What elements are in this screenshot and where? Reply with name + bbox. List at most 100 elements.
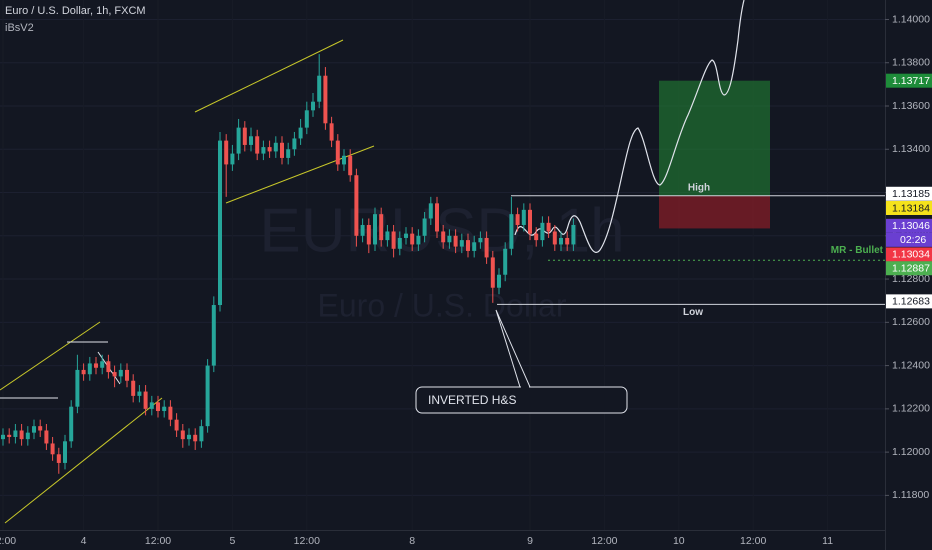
candle-body (261, 147, 266, 154)
price-tag: 1.13046 (892, 220, 930, 232)
x-tick-label: 5 (229, 535, 235, 547)
candle-body (317, 75, 322, 102)
candle-body (329, 123, 334, 141)
price-tag: 1.13185 (892, 188, 930, 200)
y-tick-label: 1.12400 (892, 359, 930, 371)
candle-body (255, 136, 260, 154)
candle-body (528, 209, 532, 234)
y-tick-label: 1.13800 (892, 57, 930, 69)
level-label: MR - Bullet (831, 245, 884, 256)
candle-body (1, 434, 5, 440)
candle-body (131, 380, 136, 396)
candle-body (397, 237, 402, 249)
candle-body (490, 257, 495, 288)
stop-zone (659, 195, 770, 229)
candle-body (497, 274, 501, 288)
levels: High Low MR - Bullet (497, 182, 885, 318)
candle-body (286, 149, 291, 158)
candle-body (552, 231, 557, 245)
countdown: 02:26 (900, 234, 926, 246)
candle-body (149, 402, 154, 409)
watermark-subtitle: Euro / U.S. Dollar (318, 287, 567, 323)
candle-body (280, 142, 284, 158)
x-tick-label: 9 (527, 535, 533, 547)
candle-body (428, 203, 433, 219)
candle-body (87, 363, 92, 375)
target-zone (659, 80, 770, 196)
price-tag-bg (886, 186, 932, 201)
candle-body (373, 214, 377, 245)
candle-body (267, 147, 272, 152)
candles (1, 54, 576, 474)
candle-body (348, 155, 353, 176)
candle-body (515, 214, 520, 225)
candle-body (143, 391, 148, 409)
candle-body (360, 224, 365, 236)
y-tick-label: 1.12800 (892, 273, 930, 285)
level-label: Low (683, 307, 703, 318)
candle-body (32, 426, 36, 433)
candle-body (44, 430, 49, 444)
x-tick-label: 8 (409, 535, 415, 547)
candle-body (25, 432, 30, 440)
price-tag-bg (886, 261, 932, 276)
candle-body (484, 237, 489, 258)
candle-body (391, 231, 396, 249)
channel-line (0, 321, 101, 391)
candle-body (298, 127, 303, 139)
candle-body (168, 406, 173, 420)
candle-body (447, 235, 452, 243)
candle-body (199, 426, 204, 442)
candle-body (304, 110, 309, 128)
candle-body (236, 127, 241, 154)
candle-body (75, 369, 80, 407)
candle-body (441, 231, 446, 243)
x-tick-label: 12:00 (591, 535, 617, 547)
candle-body (311, 101, 315, 111)
candle-body (50, 443, 55, 455)
candle-body (565, 237, 570, 245)
candle-body (162, 406, 167, 412)
price-tag: 1.13717 (892, 75, 930, 87)
candle-body (466, 240, 470, 251)
candle-body (100, 361, 105, 368)
candle-body (273, 142, 278, 152)
candle-body (205, 365, 210, 427)
candle-body (410, 233, 415, 245)
level-label: High (688, 182, 710, 193)
projection-path (514, 0, 745, 253)
price-tag-bg (886, 294, 932, 309)
price-tag-bg (886, 247, 932, 262)
candle-body (125, 369, 129, 381)
candle-body (472, 242, 477, 251)
candle-body (335, 140, 340, 165)
candle-body (292, 138, 297, 150)
candle-body (404, 233, 408, 238)
candle-body (546, 222, 551, 232)
price-tag-bg (886, 73, 932, 88)
candle-body (540, 222, 545, 241)
x-tick-label: 12:00 (294, 535, 320, 547)
candle-body (118, 369, 123, 377)
channel-line (4, 397, 163, 524)
x-tick-label: 11 (822, 535, 833, 547)
candle-body (534, 233, 539, 241)
candle-body (509, 214, 514, 249)
callout: INVERTED H&S (415, 309, 628, 414)
x-tick-label: 12:00 (145, 535, 171, 547)
price-tags: 1.13717 1.13185 1.13184 1.13046 02:26 1.13034… (886, 73, 932, 309)
candle-body (224, 140, 229, 165)
x-tick-label: 10 (673, 535, 685, 547)
y-tick-label: 1.14000 (892, 13, 930, 25)
candle-body (366, 224, 371, 245)
y-tick-label: 1.12000 (892, 446, 930, 458)
candle-body (379, 214, 384, 241)
price-tag-bg (886, 218, 932, 233)
candle-body (416, 235, 421, 245)
y-tick-label: 1.12600 (892, 316, 930, 328)
candle-body (180, 430, 185, 440)
channel-line (194, 39, 344, 113)
